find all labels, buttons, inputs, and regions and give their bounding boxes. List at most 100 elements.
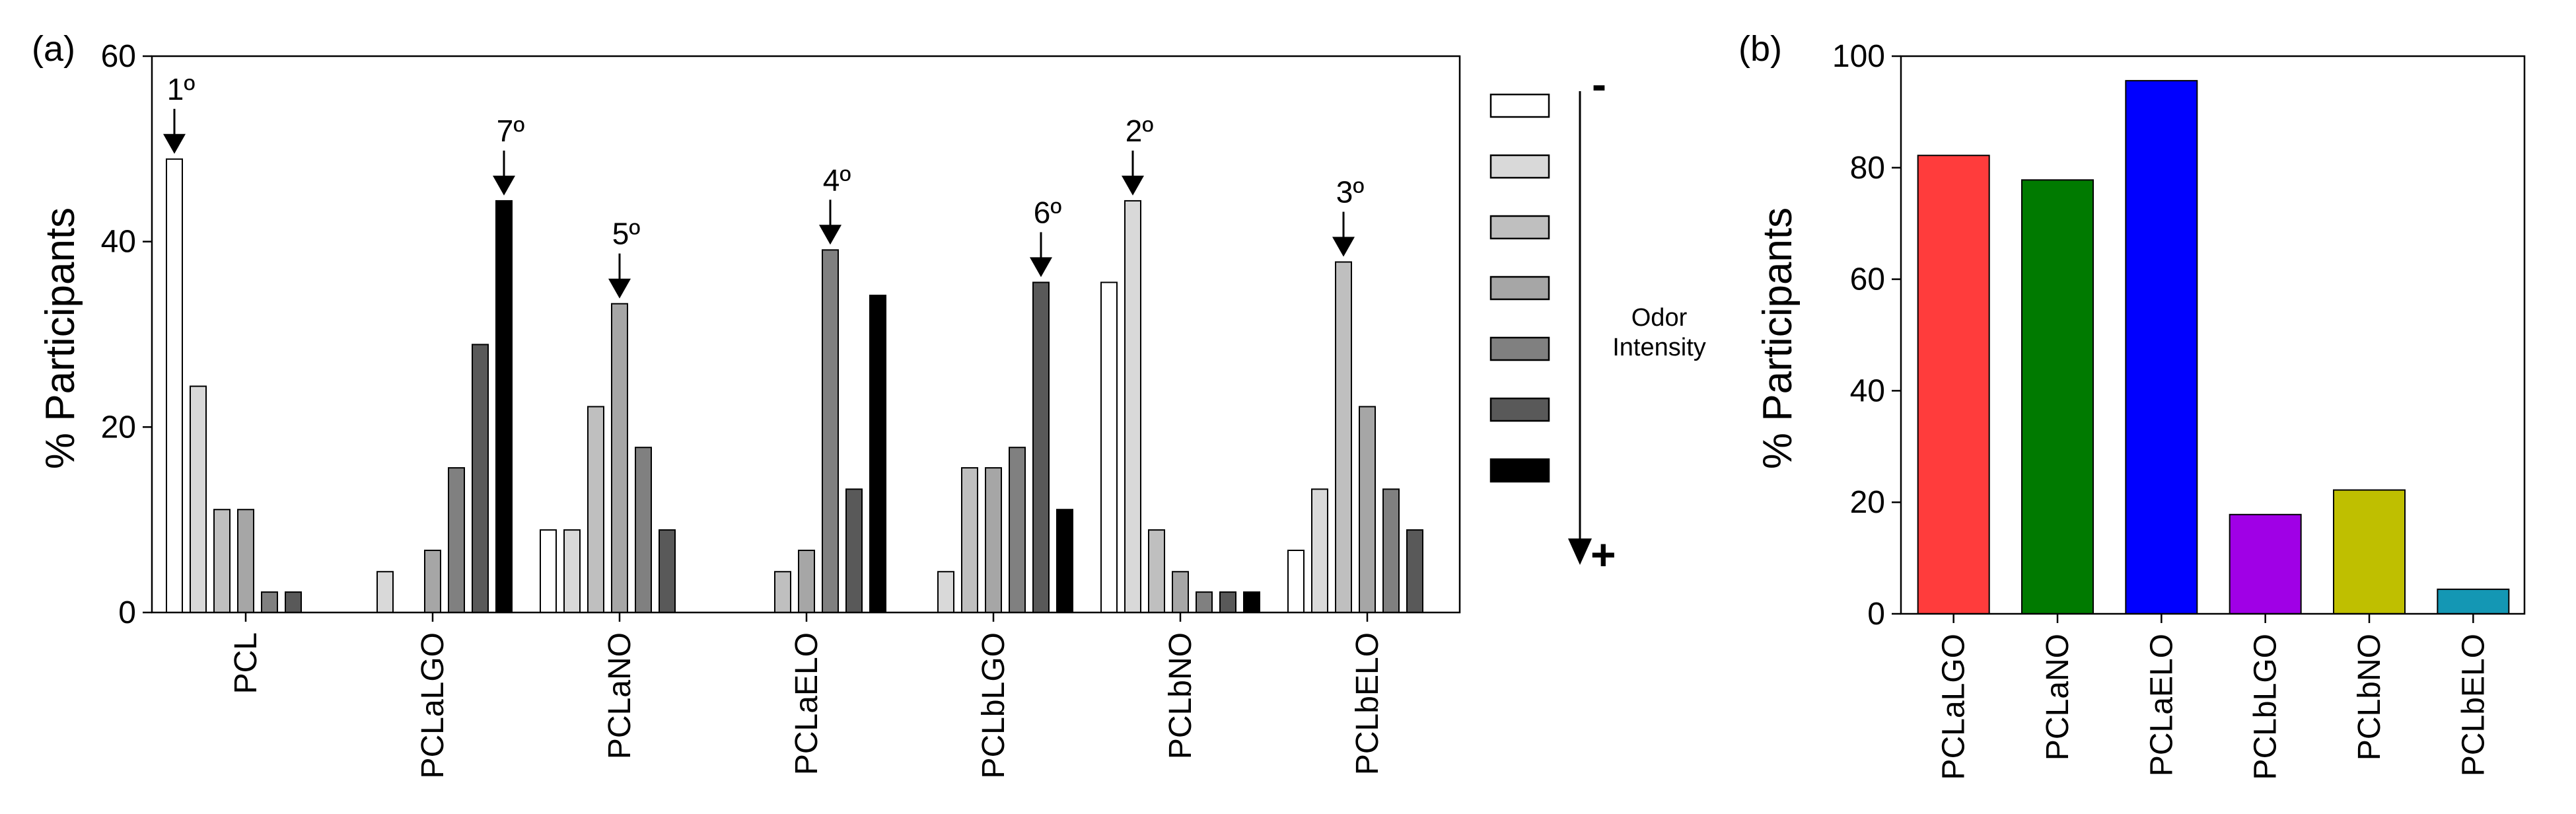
bar-pclalgo-level-4 bbox=[424, 549, 441, 614]
legend-swatch-level-3 bbox=[1489, 215, 1550, 240]
bar-pclbno-level-4 bbox=[1172, 571, 1189, 614]
bar-pcl-level-1 bbox=[166, 158, 183, 613]
bar-pclbelo-level-4 bbox=[1359, 406, 1376, 614]
x-tick-label-pclano: PCLaNO bbox=[2040, 634, 2075, 760]
x-tick-label-pclaelo: PCLaELO bbox=[2144, 634, 2179, 776]
panel-b-label: (b) bbox=[1738, 29, 1782, 69]
panel-a-plot-frame bbox=[151, 55, 1461, 614]
panel-a-ylabel: % Participants bbox=[38, 207, 83, 469]
panel-b-plot-frame bbox=[1900, 55, 2526, 615]
bar-pclano-level-2 bbox=[563, 529, 581, 613]
rank-arrow-head bbox=[1122, 175, 1144, 196]
bar-pclaelo-level-7 bbox=[869, 295, 886, 613]
rank-arrow-head bbox=[1030, 257, 1052, 278]
legend-label-odor: Odor bbox=[1631, 304, 1688, 332]
rank-annotation-pclano: 5º bbox=[612, 217, 641, 251]
x-tick-label-pclaelo: PCLaELO bbox=[789, 632, 824, 775]
bar-pclalgo-level-2 bbox=[376, 571, 394, 614]
bar-pcl-level-3 bbox=[213, 509, 231, 613]
bar-pclaelo-level-4 bbox=[798, 549, 815, 614]
bar-pcl-level-4 bbox=[237, 509, 254, 613]
bar-pcl-level-6 bbox=[285, 591, 302, 613]
bar-pclano-level-4 bbox=[611, 303, 628, 613]
bar-pclblgo-level-3 bbox=[961, 467, 978, 614]
bar-pclbelo-level-3 bbox=[1335, 261, 1352, 614]
panel-b-bars bbox=[1917, 80, 2510, 615]
legend-arrow-head bbox=[1568, 538, 1592, 565]
bar-pclaelo-level-5 bbox=[822, 249, 839, 613]
bar-pclano-level-6 bbox=[659, 529, 676, 613]
x-tick-label-pclalgo: PCLaLGO bbox=[1937, 634, 1972, 780]
bar-pclblgo-level-7 bbox=[1056, 509, 1073, 613]
bar-pclbelo-level-2 bbox=[1311, 488, 1328, 614]
legend-swatch-level-2 bbox=[1489, 154, 1550, 179]
rank-arrow-head bbox=[608, 278, 631, 299]
y-tick-label: 40 bbox=[101, 225, 136, 260]
legend-high-symbol: + bbox=[1591, 530, 1616, 579]
panel-a-bars bbox=[166, 158, 1423, 614]
panel-a: (a) % Participants 0 20 40 60 PCL PCLaLGO PCL… bbox=[32, 29, 1706, 778]
bar-pclano-level-5 bbox=[635, 447, 652, 613]
y-tick-label: 0 bbox=[1867, 597, 1885, 632]
panel-b-y-ticks: 0 20 40 60 80 100 bbox=[1832, 39, 1901, 632]
rank-annotation-pclblgo: 6º bbox=[1034, 195, 1062, 229]
bar-pclbno-level-2 bbox=[1124, 200, 1141, 614]
y-tick-label: 80 bbox=[1850, 151, 1885, 186]
legend-swatch-level-1 bbox=[1489, 93, 1550, 118]
bar-pclano bbox=[2021, 179, 2094, 615]
y-tick-label: 60 bbox=[101, 39, 136, 74]
x-tick-label-pclbno: PCLbNO bbox=[2352, 634, 2387, 760]
bar-pclaelo bbox=[2125, 80, 2198, 615]
bar-pclblgo-level-2 bbox=[937, 571, 954, 614]
rank-arrow-head bbox=[493, 175, 515, 196]
y-tick-label: 20 bbox=[1850, 485, 1885, 520]
bar-pcl-level-5 bbox=[261, 591, 278, 613]
bar-pclano-level-1 bbox=[540, 529, 557, 613]
bar-pclblgo-level-6 bbox=[1032, 281, 1050, 613]
y-tick-label: 60 bbox=[1850, 262, 1885, 297]
bar-pclbno-level-7 bbox=[1243, 591, 1260, 613]
bar-pclbno bbox=[2333, 489, 2406, 615]
bar-pclblgo-level-4 bbox=[985, 467, 1002, 614]
x-tick-label-pclano: PCLaNO bbox=[602, 632, 637, 759]
bar-pclano-level-3 bbox=[587, 406, 604, 614]
y-tick-label: 0 bbox=[118, 595, 136, 630]
x-tick-label-pcl: PCL bbox=[229, 632, 264, 694]
rank-annotation-pclalgo: 7º bbox=[497, 114, 525, 148]
y-tick-label: 100 bbox=[1832, 39, 1885, 74]
bar-pclblgo-level-5 bbox=[1009, 447, 1026, 613]
panel-a-label: (a) bbox=[32, 29, 75, 69]
bar-pclaelo-level-6 bbox=[845, 488, 863, 614]
y-tick-label: 20 bbox=[101, 410, 136, 445]
rank-annotation-pclaelo: 4º bbox=[823, 163, 851, 197]
rank-annotation-pclbelo: 3º bbox=[1336, 175, 1365, 209]
x-tick-label-pclblgo: PCLbLGO bbox=[976, 632, 1011, 778]
rank-arrow-head bbox=[1332, 237, 1355, 257]
bar-pclbelo-level-5 bbox=[1382, 488, 1400, 614]
panel-a-legend: - + Odor Intensity bbox=[1489, 59, 1706, 579]
x-tick-label-pclbno: PCLbNO bbox=[1163, 632, 1198, 759]
bar-pclalgo-level-7 bbox=[495, 200, 513, 614]
x-tick-label-pclbelo: PCLbELO bbox=[1350, 632, 1385, 775]
legend-swatch-level-4 bbox=[1489, 276, 1550, 301]
rank-arrow-head bbox=[163, 133, 186, 154]
x-tick-label-pclblgo: PCLbLGO bbox=[2248, 634, 2283, 780]
bar-pclbelo bbox=[2437, 588, 2510, 615]
bar-pclbno-level-3 bbox=[1148, 529, 1165, 613]
panel-b-x-ticks: PCLaLGO PCLaNO PCLaELO PCLbLGO PCLbNO PCLbELO bbox=[1937, 614, 2491, 780]
legend-label-intensity: Intensity bbox=[1612, 334, 1706, 361]
rank-annotation-pclbno: 2º bbox=[1126, 114, 1154, 148]
y-tick-label: 40 bbox=[1850, 373, 1885, 408]
rank-annotation-pcl: 1º bbox=[167, 72, 196, 106]
legend-swatch-level-7 bbox=[1489, 458, 1550, 483]
rank-arrow-head bbox=[819, 225, 841, 245]
bar-pclbelo-level-6 bbox=[1406, 529, 1423, 613]
x-tick-label-pclbelo: PCLbELO bbox=[2456, 634, 2491, 776]
panel-a-annotations: 1º 7º 5º 4º 6º 2º 3º bbox=[163, 72, 1364, 299]
legend-low-symbol: - bbox=[1592, 59, 1606, 108]
bar-pclbno-level-5 bbox=[1196, 591, 1213, 613]
x-tick-label-pclalgo: PCLaLGO bbox=[415, 632, 450, 778]
bar-pclbno-level-6 bbox=[1219, 591, 1236, 613]
